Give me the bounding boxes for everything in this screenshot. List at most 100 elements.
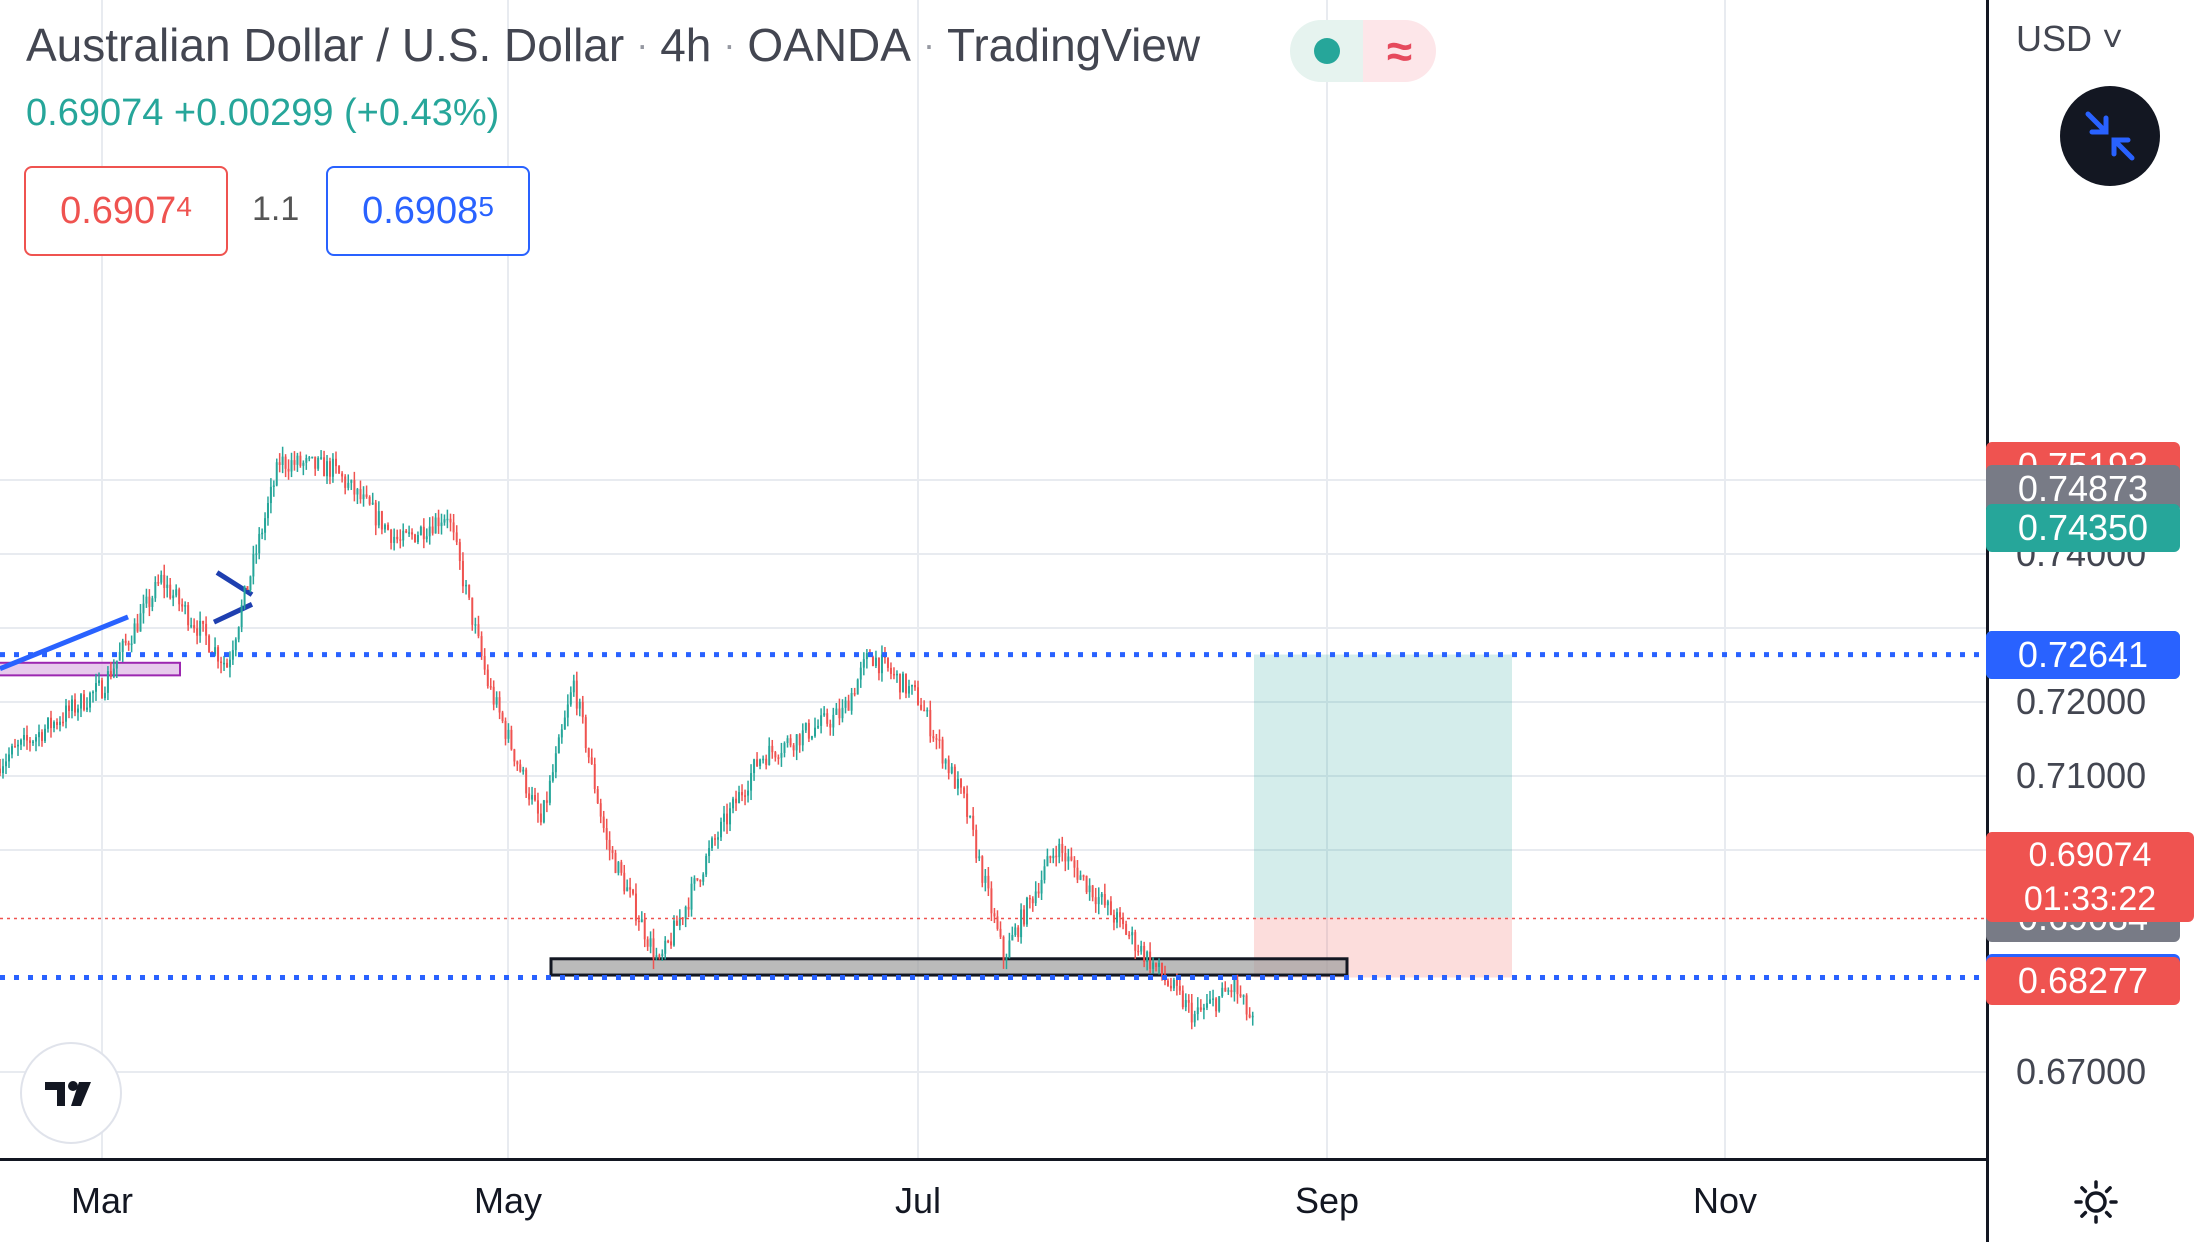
symbol-title[interactable]: Australian Dollar / U.S. Dollar · 4h · O… (26, 18, 1200, 72)
candle-body (1040, 879, 1043, 894)
candle-body (341, 473, 344, 477)
candle-body (510, 729, 513, 750)
candle-body (151, 598, 154, 607)
candle-body (1212, 998, 1215, 1000)
candle-body (984, 875, 987, 883)
candle-body (1242, 995, 1245, 997)
candle-body (190, 625, 193, 627)
candle-body (898, 673, 901, 693)
candle-body (649, 938, 652, 947)
candle-body (699, 879, 702, 882)
candle-body (548, 780, 551, 803)
sell-button[interactable]: 0.6907 4 (24, 166, 228, 256)
candle-body (278, 462, 281, 465)
candle-body (522, 769, 525, 772)
candle-body (1209, 999, 1212, 1004)
time-axis-label: May (473, 1180, 543, 1221)
candle-body (172, 595, 175, 599)
candle-body (1193, 1014, 1196, 1023)
candle-body (593, 764, 596, 790)
candle-body (678, 917, 681, 926)
candle-body (317, 458, 320, 469)
candle-body (477, 624, 480, 637)
candle-body (702, 874, 705, 882)
candle-body (101, 680, 103, 699)
candle-body (2, 766, 4, 774)
price-axis-label: 0.74350 (1986, 504, 2180, 553)
candle-body (841, 707, 844, 719)
candle-body (1109, 901, 1112, 915)
sell-price-pip: 4 (176, 191, 192, 222)
time-axis-label: Nov (1692, 1180, 1758, 1221)
candle-body (231, 650, 234, 660)
candle-body (98, 680, 100, 684)
candle-body (44, 728, 46, 741)
candle-body (886, 657, 889, 668)
candle-body (1146, 951, 1149, 962)
buy-button[interactable]: 0.6908 5 (326, 166, 530, 256)
tradingview-logo-icon[interactable] (20, 1042, 122, 1144)
candle-body (835, 708, 838, 715)
candle-body (130, 643, 133, 646)
candle-body (963, 787, 966, 794)
chart-canvas[interactable] (0, 0, 1986, 1158)
sell-price: 0.6907 (60, 189, 177, 232)
candle-body (1205, 1003, 1208, 1008)
candle-body (1224, 987, 1227, 992)
candle-body (196, 628, 199, 636)
candle-body (670, 941, 673, 946)
candle-body (1218, 996, 1221, 1012)
price-tick-label: 0.67000 (2016, 1051, 2147, 1092)
candle-body (1100, 893, 1103, 898)
candle-body (1091, 885, 1094, 898)
price-tick-label: 0.72000 (2016, 681, 2147, 722)
candle-body (89, 693, 91, 708)
candle-body (901, 673, 904, 693)
candle-body (539, 813, 542, 823)
candle-body (326, 461, 329, 477)
current-price-label: 0.69074 01:33:22 (1986, 832, 2194, 922)
candle-body (756, 759, 759, 767)
candle-body (1221, 987, 1224, 997)
candle-body (83, 694, 85, 710)
currency-selector[interactable]: USD ˅ (2016, 18, 2124, 59)
candle-body (261, 532, 264, 535)
collapse-arrows-icon[interactable] (2060, 86, 2160, 186)
candle-body (655, 955, 658, 959)
candle-body (133, 623, 136, 644)
candle-body (328, 461, 331, 477)
candle-body (693, 878, 696, 884)
candle-body (59, 721, 61, 726)
candle-body (187, 605, 190, 626)
gear-icon[interactable] (2070, 1176, 2122, 1228)
buy-price-pip: 5 (478, 191, 494, 222)
candle-body (759, 759, 762, 767)
candle-body (80, 694, 82, 709)
candle-body (862, 659, 865, 668)
market-status-pill[interactable]: ≈ (1290, 20, 1436, 82)
candle-body (798, 734, 801, 746)
candle-body (109, 671, 112, 677)
order-quantity: 1.1 (252, 190, 300, 228)
candle-body (696, 878, 699, 880)
candle-body (750, 773, 753, 791)
candle-body (1079, 875, 1082, 880)
title-separator: · (636, 24, 649, 65)
candle-body (801, 730, 804, 746)
candle-body (425, 536, 428, 540)
candle-body (1215, 998, 1218, 1012)
candle-body (720, 821, 723, 838)
candle-body (859, 667, 862, 680)
candle-body (729, 808, 732, 825)
candle-body (199, 620, 202, 636)
candle-body (705, 856, 708, 875)
candle-body (611, 850, 614, 853)
candle-body (281, 456, 284, 465)
candle-body (8, 754, 10, 762)
candle-body (1049, 856, 1052, 859)
candle-body (305, 458, 308, 463)
candle-body (258, 533, 261, 554)
candle-body (519, 764, 522, 772)
candle-body (169, 584, 172, 599)
candle-body (513, 749, 516, 762)
